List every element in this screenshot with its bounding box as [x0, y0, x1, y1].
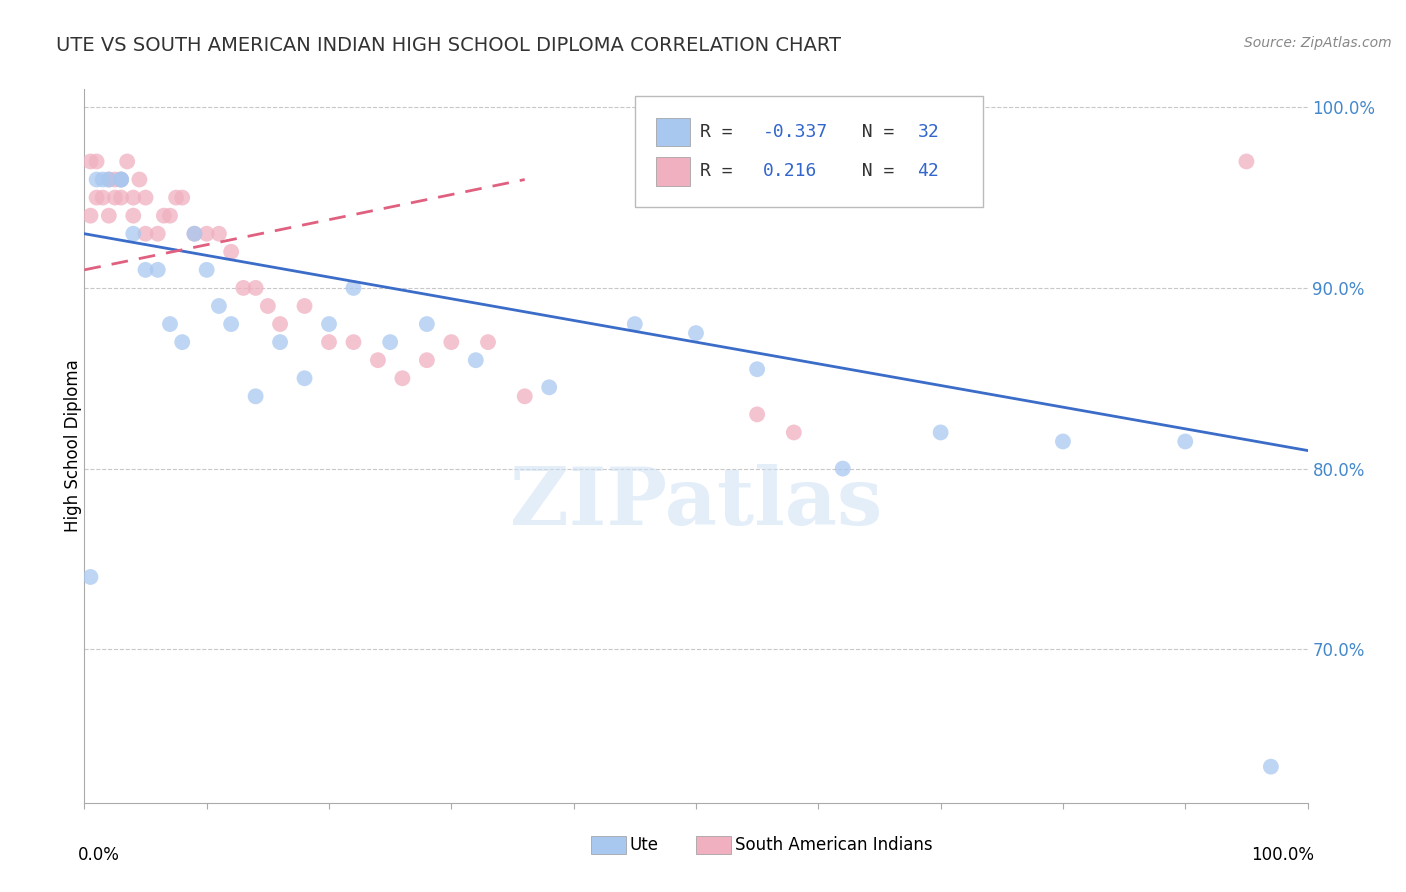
Point: [342, 281, 364, 295]
Point: [79, 209, 101, 223]
Point: [747, 408, 769, 422]
Point: [165, 191, 187, 205]
Point: [208, 299, 231, 313]
Point: [232, 281, 254, 295]
Point: [1260, 759, 1282, 773]
Point: [929, 425, 952, 440]
Point: [538, 380, 561, 394]
Point: [110, 172, 132, 186]
Point: [97, 172, 120, 186]
Point: [477, 335, 499, 350]
Point: [1174, 434, 1197, 449]
Point: [318, 335, 340, 350]
Text: ZIPatlas: ZIPatlas: [510, 464, 882, 542]
Point: [367, 353, 389, 368]
Point: [624, 317, 647, 331]
Point: [1234, 154, 1257, 169]
Point: [269, 335, 291, 350]
Point: [159, 317, 181, 331]
Point: [342, 335, 364, 350]
Point: [183, 227, 205, 241]
Point: [122, 227, 145, 241]
Point: [146, 263, 169, 277]
Point: [464, 353, 486, 368]
Point: [146, 227, 169, 241]
Point: [245, 281, 267, 295]
Point: [294, 299, 316, 313]
Text: 0.216: 0.216: [763, 162, 818, 180]
Point: [219, 317, 242, 331]
Y-axis label: High School Diploma: High School Diploma: [65, 359, 82, 533]
Point: [135, 263, 157, 277]
Point: [122, 209, 145, 223]
Point: [91, 191, 114, 205]
Point: [831, 461, 853, 475]
Point: [294, 371, 316, 385]
Point: [110, 172, 132, 186]
Text: N =: N =: [841, 123, 905, 141]
Point: [747, 362, 769, 376]
Point: [153, 209, 176, 223]
Point: [91, 172, 114, 186]
Point: [135, 227, 157, 241]
Point: [104, 191, 127, 205]
Point: [122, 191, 145, 205]
Text: R =: R =: [700, 162, 744, 180]
Text: Ute: Ute: [630, 836, 659, 854]
Point: [440, 335, 463, 350]
Text: 100.0%: 100.0%: [1251, 846, 1313, 863]
Point: [380, 335, 402, 350]
Point: [97, 172, 120, 186]
Point: [115, 154, 138, 169]
Text: 42: 42: [917, 162, 939, 180]
Point: [195, 263, 218, 277]
Point: [391, 371, 413, 385]
Point: [219, 244, 242, 259]
Text: South American Indians: South American Indians: [735, 836, 934, 854]
Point: [513, 389, 536, 403]
Point: [79, 154, 101, 169]
Point: [172, 335, 194, 350]
Point: [128, 172, 150, 186]
Point: [86, 191, 108, 205]
Point: [183, 227, 205, 241]
Point: [97, 209, 120, 223]
Point: [416, 317, 439, 331]
Point: [318, 317, 340, 331]
Text: UTE VS SOUTH AMERICAN INDIAN HIGH SCHOOL DIPLOMA CORRELATION CHART: UTE VS SOUTH AMERICAN INDIAN HIGH SCHOOL…: [56, 36, 841, 54]
Point: [783, 425, 806, 440]
Text: 0.0%: 0.0%: [79, 846, 120, 863]
Point: [79, 570, 101, 584]
FancyBboxPatch shape: [655, 157, 690, 186]
FancyBboxPatch shape: [636, 96, 983, 207]
Point: [257, 299, 280, 313]
Text: 32: 32: [917, 123, 939, 141]
Point: [269, 317, 291, 331]
Point: [110, 191, 132, 205]
Point: [110, 172, 132, 186]
Point: [195, 227, 218, 241]
Point: [159, 209, 181, 223]
Point: [104, 172, 127, 186]
Text: Source: ZipAtlas.com: Source: ZipAtlas.com: [1244, 36, 1392, 50]
FancyBboxPatch shape: [655, 118, 690, 146]
Point: [135, 191, 157, 205]
Text: -0.337: -0.337: [763, 123, 828, 141]
Point: [685, 326, 707, 340]
Point: [1052, 434, 1074, 449]
Text: N =: N =: [841, 162, 905, 180]
Point: [86, 154, 108, 169]
Point: [245, 389, 267, 403]
Point: [208, 227, 231, 241]
Text: R =: R =: [700, 123, 744, 141]
Point: [86, 172, 108, 186]
Point: [416, 353, 439, 368]
Point: [172, 191, 194, 205]
